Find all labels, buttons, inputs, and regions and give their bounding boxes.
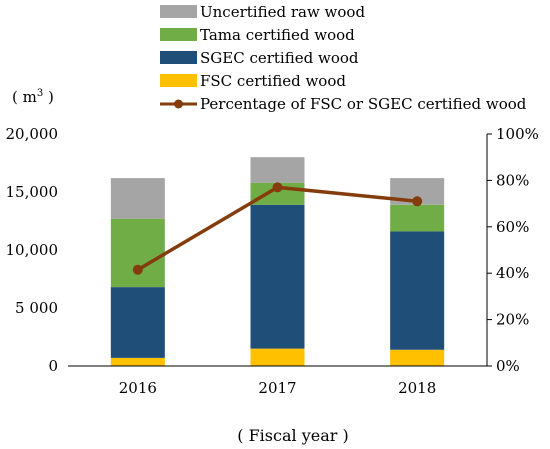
right-tick-label: 60%: [496, 218, 529, 236]
bar-fsc-certified-wood-2016: [110, 357, 165, 366]
left-tick-label: 20,000: [6, 125, 59, 143]
left-tick-label: 15,000: [6, 183, 59, 201]
bar-fsc-certified-wood-2018: [390, 349, 445, 366]
legend-label-sgec-certified-wood: SGEC certified wood: [200, 49, 359, 67]
left-axis-ticks: 0 5 000 10,000 15,000 20,000: [6, 125, 59, 375]
x-axis-ticks: 2016 2017 2018: [119, 379, 437, 397]
legend-swatch-fsc-certified-wood: [160, 74, 197, 87]
bar-uncertified-raw-wood-2016: [110, 178, 165, 219]
left-tick-label: 10,000: [6, 241, 59, 259]
left-tick-label: 5 000: [15, 299, 58, 317]
percentage-line: [132, 182, 423, 275]
right-tick-label: 0%: [496, 357, 520, 375]
right-axis-ticks: 0% 20% 40% 60% 80% 100%: [487, 125, 539, 375]
legend-marker-percentage-of-fsc-or-sgec-certified-wood: [174, 99, 183, 109]
bar-uncertified-raw-wood-2017: [250, 157, 305, 183]
right-tick-label: 80%: [496, 171, 529, 189]
bar-sgec-certified-wood-2017: [250, 204, 305, 349]
x-axis-label: ( Fiscal year ): [237, 426, 348, 445]
y-axis-unit-label: ( m3 ): [12, 88, 54, 106]
bar-sgec-certified-wood-2016: [110, 287, 165, 358]
percentage-point-2016: [132, 264, 143, 275]
legend-label-tama-certified-wood: Tama certified wood: [200, 26, 355, 44]
legend: Uncertified raw wood Tama certified wood S…: [160, 3, 527, 113]
percentage-point-2017: [272, 182, 283, 193]
left-tick-label: 0: [48, 357, 58, 375]
bar-tama-certified-wood-2016: [110, 218, 165, 288]
axes: [68, 134, 488, 367]
legend-swatch-tama-certified-wood: [160, 28, 197, 41]
bar-fsc-certified-wood-2017: [250, 348, 305, 366]
legend-swatch-sgec-certified-wood: [160, 51, 197, 64]
legend-label-fsc-certified-wood: FSC certified wood: [200, 72, 346, 90]
percentage-point-2018: [412, 196, 423, 207]
right-tick-label: 40%: [496, 264, 529, 282]
legend-label-uncertified-raw-wood: Uncertified raw wood: [200, 3, 365, 21]
x-tick-label-2018: 2018: [398, 379, 436, 397]
bar-sgec-certified-wood-2018: [390, 231, 445, 350]
right-tick-label: 20%: [496, 311, 529, 329]
right-tick-label: 100%: [496, 125, 539, 143]
x-tick-label-2017: 2017: [258, 379, 296, 397]
x-tick-label-2016: 2016: [119, 379, 157, 397]
legend-swatch-uncertified-raw-wood: [160, 5, 197, 18]
legend-label-percentage-of-fsc-or-sgec-certified-wood: Percentage of FSC or SGEC certified wood: [200, 95, 527, 113]
bar-tama-certified-wood-2018: [390, 204, 445, 232]
bars: [110, 157, 445, 366]
